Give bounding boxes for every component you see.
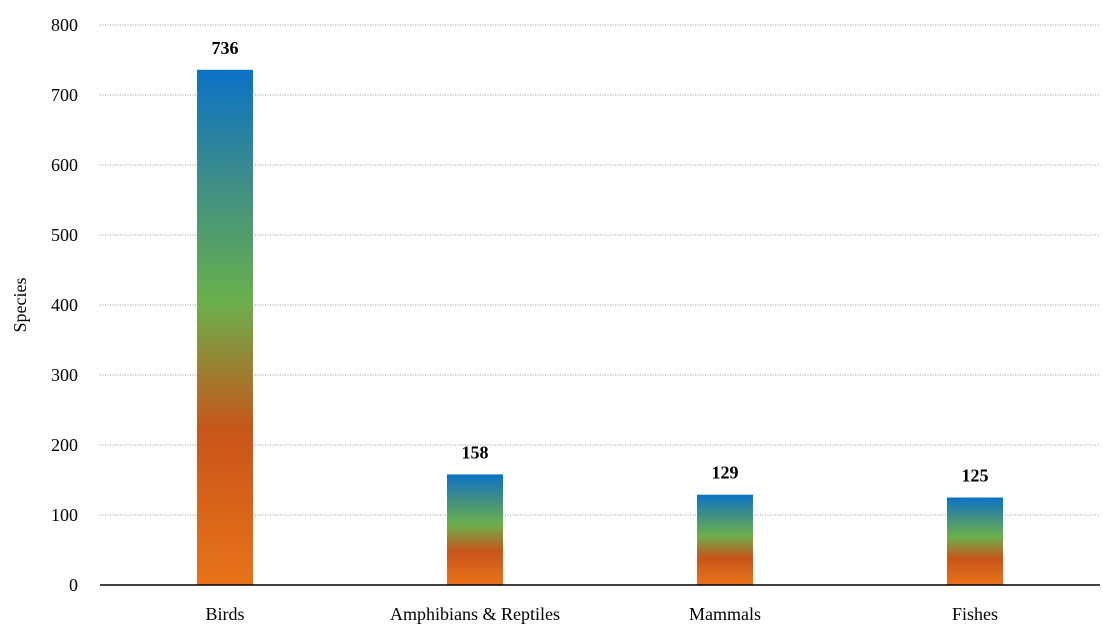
- y-tick-label: 400: [51, 295, 78, 315]
- x-axis-categories: Birds Amphibians & Reptiles Mammals Fishes: [205, 604, 998, 624]
- y-tick-label: 300: [51, 365, 78, 385]
- y-tick-label: 0: [69, 575, 78, 595]
- data-labels: 736 158 129 125: [212, 38, 989, 486]
- y-tick-label: 800: [51, 15, 78, 35]
- data-label: 125: [962, 466, 989, 486]
- y-tick-label: 100: [51, 505, 78, 525]
- x-category-label: Birds: [205, 604, 244, 624]
- y-tick-label: 200: [51, 435, 78, 455]
- y-axis-title: Species: [10, 278, 30, 333]
- x-category-label: Amphibians & Reptiles: [390, 604, 560, 624]
- data-label: 129: [712, 463, 739, 483]
- y-axis-ticks: 0 100 200 300 400 500 600 700 800: [51, 15, 78, 595]
- data-label: 158: [462, 442, 489, 462]
- y-tick-label: 700: [51, 85, 78, 105]
- x-category-label: Mammals: [689, 604, 761, 624]
- data-label: 736: [212, 38, 239, 58]
- y-tick-label: 500: [51, 225, 78, 245]
- gridlines: [100, 24, 1100, 516]
- y-tick-label: 600: [51, 155, 78, 175]
- bar-amphibians-reptiles: [447, 474, 503, 585]
- bar-birds: [197, 69, 253, 586]
- bar-mammals: [697, 494, 753, 585]
- x-category-label: Fishes: [952, 604, 998, 624]
- bar-fishes: [947, 497, 1003, 585]
- bars: [197, 69, 1003, 586]
